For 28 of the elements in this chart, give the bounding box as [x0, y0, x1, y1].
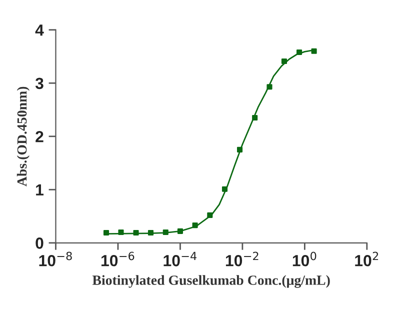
point — [207, 212, 213, 218]
point — [177, 228, 183, 234]
y-tick-label: 1 — [36, 184, 44, 196]
point — [162, 229, 168, 236]
point — [148, 230, 154, 236]
x-tick-label: 10$^{−6}$ — [101, 252, 134, 266]
y-tick-label: 2 — [36, 131, 44, 142]
x-tick-label: 10$^{−8}$ — [39, 252, 72, 266]
x-axis-title: Biotinylated Guselkumab Conc.(μg/mL) — [92, 275, 330, 288]
x-tick-label: 10$^{−2}$ — [226, 252, 258, 266]
point — [266, 84, 272, 90]
point — [192, 222, 198, 228]
point — [252, 114, 258, 121]
point — [236, 146, 243, 152]
x-tick-label: 10$^{0}$ — [292, 252, 316, 266]
x-tick-label: 10$^{−4}$ — [164, 252, 196, 266]
y-tick-label: 4 — [35, 24, 44, 36]
y-axis-title: Abs.(OD.450nm) — [16, 86, 30, 186]
x-tick-label: 10$^{2}$ — [355, 252, 378, 266]
y-tick-label: 0 — [36, 238, 44, 249]
point — [118, 229, 124, 236]
point — [222, 186, 228, 192]
point — [103, 230, 110, 236]
point — [311, 48, 317, 54]
point — [281, 58, 287, 64]
point — [133, 230, 139, 236]
y-tick-label: 3 — [35, 78, 44, 90]
point — [296, 49, 302, 56]
